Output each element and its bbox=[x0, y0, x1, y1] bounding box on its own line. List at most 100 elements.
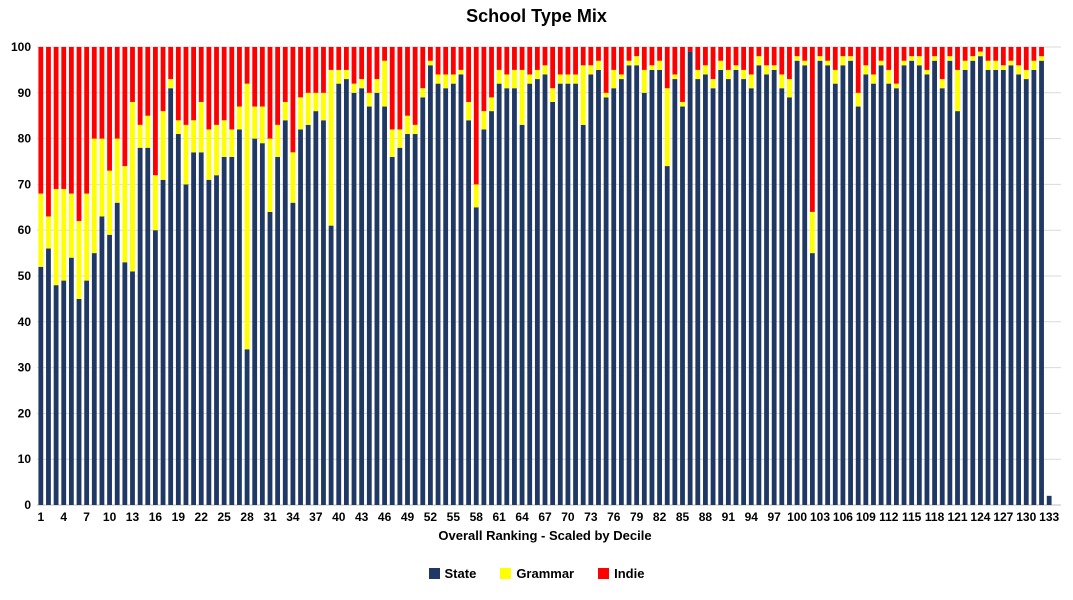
bar-33-grammar bbox=[282, 101, 288, 121]
bar-8-grammar bbox=[91, 138, 97, 254]
bar-127-state bbox=[1000, 69, 1006, 506]
bar-2-grammar bbox=[46, 216, 51, 249]
bar-99-grammar bbox=[787, 79, 792, 98]
bar-55-indie bbox=[450, 47, 456, 75]
bar-102-grammar bbox=[809, 211, 815, 254]
bar-110-grammar bbox=[871, 74, 876, 84]
bar-77-indie bbox=[618, 47, 624, 75]
bar-108-indie bbox=[855, 47, 861, 93]
bar-120-state bbox=[947, 60, 953, 506]
bar-81-grammar bbox=[649, 65, 655, 70]
x-tick-label-7: 7 bbox=[83, 510, 90, 524]
bar-66-state bbox=[534, 79, 540, 505]
bar-103-grammar bbox=[817, 56, 823, 61]
bar-110-indie bbox=[871, 47, 876, 75]
bar-106-indie bbox=[840, 47, 846, 57]
bar-62-grammar bbox=[504, 74, 510, 89]
bar-122-grammar bbox=[962, 60, 968, 70]
bar-53-indie bbox=[435, 47, 441, 75]
bar-21-grammar bbox=[191, 120, 196, 153]
bar-118-indie bbox=[932, 47, 937, 57]
x-tick-label-106: 106 bbox=[833, 510, 853, 524]
bar-48-grammar bbox=[397, 129, 403, 148]
bar-23-grammar bbox=[206, 129, 212, 180]
bar-9-indie bbox=[99, 47, 105, 139]
bar-90-indie bbox=[718, 47, 724, 61]
bar-84-indie bbox=[672, 47, 678, 75]
x-tick-label-103: 103 bbox=[810, 510, 830, 524]
bar-51-indie bbox=[420, 47, 426, 89]
bar-122-state bbox=[962, 69, 968, 506]
bar-78-state bbox=[626, 65, 632, 505]
bar-104-indie bbox=[825, 47, 831, 61]
y-tick-label-0: 0 bbox=[24, 498, 31, 512]
bar-88-indie bbox=[703, 47, 708, 66]
bar-58-state bbox=[473, 207, 479, 506]
x-tick-label-70: 70 bbox=[561, 510, 575, 524]
bar-35-grammar bbox=[298, 97, 303, 130]
bar-62-state bbox=[504, 88, 510, 505]
bar-112-grammar bbox=[886, 69, 892, 84]
x-tick-label-10: 10 bbox=[103, 510, 117, 524]
bar-23-indie bbox=[206, 47, 212, 130]
bar-107-indie bbox=[848, 47, 853, 57]
x-tick-label-34: 34 bbox=[286, 510, 300, 524]
bar-120-grammar bbox=[947, 56, 953, 61]
bar-59-grammar bbox=[481, 111, 487, 130]
chart-title: School Type Mix bbox=[466, 6, 607, 26]
x-tick-label-55: 55 bbox=[447, 510, 461, 524]
bar-36-indie bbox=[305, 47, 311, 93]
bar-79-indie bbox=[634, 47, 640, 57]
bar-87-state bbox=[695, 79, 701, 505]
bar-26-state bbox=[229, 156, 235, 506]
bar-128-grammar bbox=[1008, 60, 1014, 66]
bar-55-grammar bbox=[450, 74, 456, 84]
bar-63-indie bbox=[512, 47, 517, 70]
bar-119-state bbox=[939, 88, 945, 505]
bar-46-indie bbox=[382, 47, 387, 61]
bar-81-state bbox=[649, 69, 655, 506]
bar-32-grammar bbox=[275, 124, 281, 157]
bar-10-grammar bbox=[107, 170, 112, 235]
bar-98-indie bbox=[779, 47, 785, 75]
bar-97-indie bbox=[771, 47, 777, 66]
bar-20-indie bbox=[183, 47, 189, 125]
bar-35-indie bbox=[298, 47, 303, 98]
bar-34-state bbox=[290, 202, 296, 505]
bar-124-indie bbox=[978, 47, 983, 52]
bar-59-indie bbox=[481, 47, 487, 112]
bar-38-indie bbox=[321, 47, 326, 93]
bar-40-state bbox=[336, 83, 342, 505]
bar-60-grammar bbox=[489, 97, 494, 112]
bar-27-grammar bbox=[237, 106, 242, 130]
bar-102-state bbox=[809, 253, 815, 505]
bar-9-grammar bbox=[99, 138, 105, 217]
bar-98-state bbox=[779, 88, 785, 505]
bar-79-state bbox=[634, 65, 640, 505]
bar-4-indie bbox=[61, 47, 67, 189]
bar-132-indie bbox=[1039, 47, 1044, 57]
bar-52-state bbox=[428, 65, 433, 505]
bar-90-grammar bbox=[718, 60, 724, 70]
bar-121-indie bbox=[955, 47, 960, 70]
bar-30-grammar bbox=[259, 106, 265, 144]
bar-1-state bbox=[38, 266, 44, 505]
bar-86-indie bbox=[687, 47, 693, 52]
bar-22-grammar bbox=[198, 101, 204, 153]
bar-21-state bbox=[191, 152, 196, 505]
bar-96-state bbox=[764, 74, 769, 505]
bar-42-grammar bbox=[351, 83, 357, 93]
bar-103-indie bbox=[817, 47, 823, 57]
y-tick-label-60: 60 bbox=[18, 223, 32, 237]
bar-43-state bbox=[359, 88, 365, 505]
bar-32-indie bbox=[275, 47, 281, 125]
bar-91-grammar bbox=[725, 69, 731, 80]
bar-41-state bbox=[343, 79, 349, 505]
bar-75-indie bbox=[603, 47, 609, 93]
bar-83-indie bbox=[664, 47, 670, 89]
bar-132-grammar bbox=[1039, 56, 1044, 61]
x-tick-label-100: 100 bbox=[787, 510, 807, 524]
x-tick-label-127: 127 bbox=[993, 510, 1013, 524]
bar-13-state bbox=[130, 271, 135, 505]
bar-40-grammar bbox=[336, 69, 342, 84]
